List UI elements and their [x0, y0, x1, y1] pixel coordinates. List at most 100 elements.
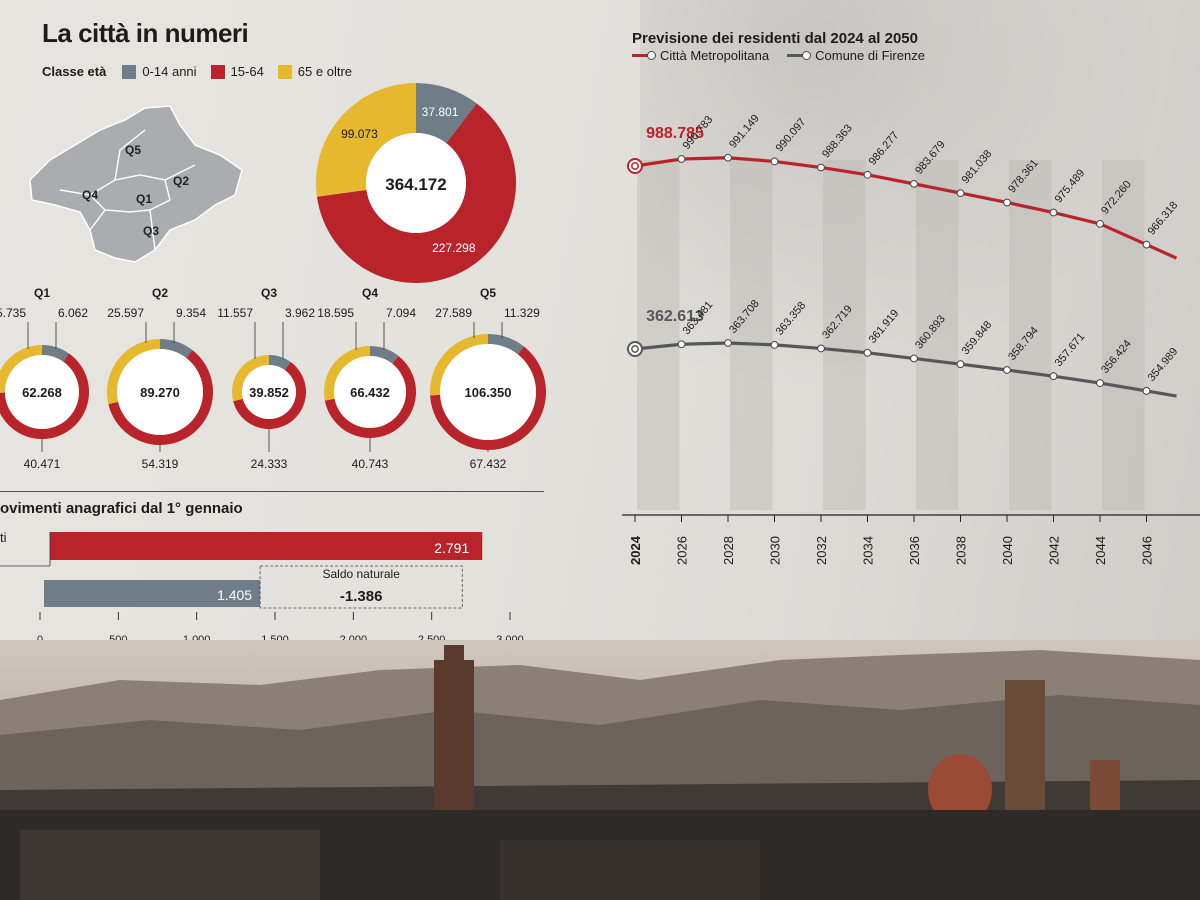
movements-title: ovimenti anagrafici dal 1° gennaio — [0, 500, 243, 517]
quarter-label-15-64: 54.319 — [142, 457, 179, 471]
quarter-label-65: 11.557 — [217, 306, 253, 320]
forecast-point-metropolitana — [1049, 208, 1058, 217]
page-title: La città in numeri — [42, 18, 249, 48]
forecast-band — [730, 160, 773, 510]
forecast-point-firenze — [956, 360, 965, 369]
forecast-point-label-metropolitana: 981.038 — [960, 148, 995, 186]
quarter-donut-total: 89.270 — [140, 385, 180, 400]
quarter-donut-title: Q2 — [152, 286, 168, 300]
city-donut-slice-65 — [316, 82, 416, 197]
forecast-point-metropolitana — [677, 155, 686, 163]
quarter-q4-donut-slice-65 — [324, 346, 370, 401]
forecast-band — [637, 160, 680, 510]
forecast-point-firenze — [724, 339, 732, 347]
legend-label-0-14: 0-14 anni — [142, 64, 197, 79]
map-label-q4: Q4 — [82, 188, 98, 202]
forecast-point-label-firenze: 363.358 — [774, 300, 809, 338]
quarter-donut-hole — [5, 355, 79, 429]
map-shape — [29, 105, 243, 263]
quarter-donut-total: 66.432 — [350, 385, 390, 400]
forecast-point-firenze — [910, 354, 918, 363]
forecast-point-metropolitana — [724, 153, 732, 162]
forecast-x-tick-label: 2044 — [1093, 536, 1108, 565]
forecast-x-tick-label: 2034 — [861, 536, 876, 565]
quarter-q3-donut-slice-15-64 — [233, 361, 306, 429]
quarter-q5-donut-slice-0-14 — [488, 334, 524, 355]
legend-title: Classe età — [42, 64, 107, 79]
forecast-point-label-metropolitana: 990.097 — [774, 116, 809, 154]
forecast-band — [1102, 160, 1145, 510]
forecast-point-label-firenze: 354.989 — [1146, 346, 1181, 384]
quarter-donut-total: 106.350 — [465, 385, 512, 400]
quarter-donut-title: Q3 — [261, 286, 277, 300]
city-donut-slice-0-14 — [416, 83, 477, 144]
quartieri-map: Q5 Q2 Q4 Q1 Q3 — [29, 105, 243, 263]
age-class-legend: Classe età 0-14 anni 15-64 65 e oltre — [42, 64, 366, 79]
forecast-point-firenze — [863, 348, 872, 357]
legend-label-metropolitana: Città Metropolitana — [660, 48, 770, 63]
map-borders — [59, 129, 196, 251]
quarter-label-15-64: 40.743 — [352, 457, 389, 471]
forecast-start-point-inner-metropolitana — [631, 162, 639, 170]
forecast-point-metropolitana — [910, 179, 918, 188]
forecast-point-label-metropolitana: 991.149 — [727, 112, 762, 150]
city-donut-value-label: 37.801 — [422, 105, 459, 119]
quarter-q4-donut-slice-0-14 — [370, 346, 399, 364]
forecast-x-tick-label: 2036 — [907, 536, 922, 565]
forecast-line-firenze — [634, 341, 1177, 398]
forecast-point-metropolitana — [770, 157, 779, 166]
forecast-point-firenze — [770, 341, 779, 349]
forecast-point-label-metropolitana: 975.489 — [1053, 167, 1088, 205]
legend-label-15-64: 15-64 — [230, 64, 264, 79]
saldo-naturale-value: -1.386 — [340, 588, 383, 605]
quarter-label-65: 25.597 — [107, 306, 144, 320]
quarter-donut-hole — [334, 356, 406, 428]
quarter-donut-hole — [117, 349, 203, 435]
forecast-point-firenze — [817, 344, 825, 353]
quarter-donut-title: Q1 — [34, 286, 50, 300]
forecast-point-metropolitana — [817, 163, 825, 172]
forecast-point-metropolitana — [956, 189, 965, 198]
legend-line-firenze — [787, 51, 812, 60]
forecast-point-label-firenze: 357.671 — [1053, 331, 1088, 369]
section-divider — [0, 491, 544, 492]
forecast-x-tick-label: 2046 — [1140, 536, 1155, 565]
movements-side-label: ti — [0, 530, 7, 545]
quarter-label-15-64: 40.471 — [24, 457, 61, 471]
quarter-q1-donut-slice-65 — [0, 345, 42, 393]
forecast-x-tick-label: 2030 — [768, 536, 783, 565]
forecast-band — [916, 160, 959, 510]
forecast-start-point-inner-firenze — [631, 345, 639, 353]
saldo-naturale-box — [259, 565, 463, 609]
quarter-donut-total: 39.852 — [249, 385, 289, 400]
city-donut-total: 364.172 — [385, 175, 446, 194]
quarter-donut-hole — [242, 365, 296, 419]
map-label-q3: Q3 — [143, 224, 159, 238]
quarter-donut-total: 62.268 — [22, 385, 62, 400]
forecast-point-metropolitana — [1003, 198, 1011, 207]
quarter-label-15-64: 67.432 — [470, 457, 507, 471]
legend-swatch-15-64 — [210, 64, 225, 79]
forecast-point-metropolitana — [1096, 219, 1104, 228]
forecast-point-firenze — [1096, 379, 1104, 387]
map-label-q1: Q1 — [136, 192, 152, 206]
quarter-label-0-14: 9.354 — [176, 306, 206, 320]
quarter-label-0-14: 6.062 — [58, 306, 88, 320]
quarter-q3-donut-slice-0-14 — [269, 355, 291, 371]
forecast-point-label-firenze: 359.848 — [960, 319, 995, 357]
city-donut-slice-15-64 — [316, 103, 516, 284]
forecast-x-tick-label: 2026 — [675, 536, 690, 565]
map-label-q2: Q2 — [173, 174, 189, 188]
quarter-q3-donut-slice-65 — [232, 355, 269, 402]
quarter-label-15-64: 24.333 — [251, 457, 288, 471]
forecast-point-firenze — [1003, 366, 1011, 374]
forecast-point-label-metropolitana: 986.277 — [867, 130, 902, 168]
quarter-label-65: 27.589 — [435, 306, 472, 320]
forecast-band — [823, 160, 866, 510]
forecast-point-firenze — [1049, 372, 1058, 381]
forecast-point-label-metropolitana: 988.363 — [820, 122, 855, 160]
movements-bar-1-label: 2.791 — [434, 540, 469, 556]
movements-bar-2 — [44, 580, 261, 607]
legend-swatch-0-14 — [122, 64, 137, 79]
florence-skyline-photo — [0, 640, 1200, 900]
